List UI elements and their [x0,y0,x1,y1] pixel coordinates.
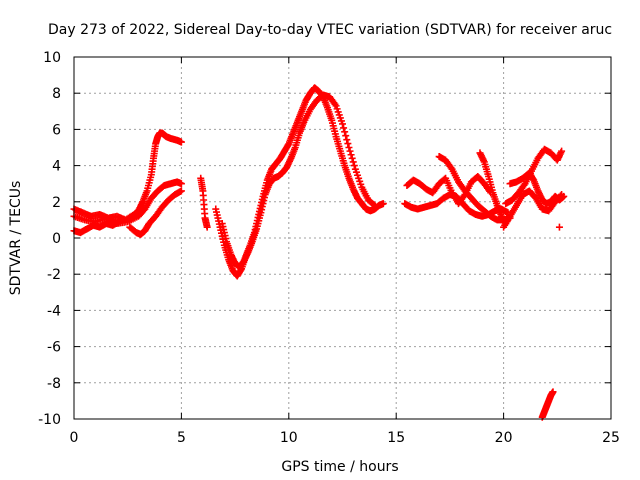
point-1-78 [177,180,185,188]
point-5-234 [379,200,387,208]
point-6-143 [331,100,339,108]
y-tick-label-10: 10 [43,50,61,66]
point-6-156 [345,144,353,151]
series-arc-D [70,218,123,237]
series-arc-F [212,84,387,280]
point-14-30 [549,388,557,396]
series-arc-N [506,169,568,208]
point-6-152 [341,128,349,136]
y-axis-label: SDTVAR / TECUs [8,181,24,296]
series-arc-E [197,174,211,231]
x-tick-label-4: 20 [495,430,513,446]
point-6-180 [371,201,379,209]
point-6-158 [347,151,355,159]
x-tick-label-2: 10 [280,430,298,446]
y-tick-label-9: 8 [52,86,61,102]
x-tick-label-0: 0 [70,430,79,446]
series-arc-P [555,223,563,231]
plot-frame [73,56,612,420]
series-arc-O [538,388,557,421]
point-3-42 [115,218,123,226]
point-0-126 [177,138,185,146]
series-arc-A [70,129,185,224]
point-11-17 [520,181,528,189]
point-6-153 [342,132,350,140]
series-arc-G [218,91,379,271]
series-arc-J [401,191,512,220]
x-axis-label: GPS time / hours [281,459,398,475]
grid-lines [74,57,611,419]
y-tick-label-3: -4 [47,303,61,319]
y-tick-label-4: -2 [47,267,61,283]
chart-title: Day 273 of 2022, Sidereal Day-to-day VTE… [48,22,612,38]
x-tick-label-1: 5 [177,430,186,446]
y-tick-label-6: 2 [52,195,61,211]
y-tick-label-1: -8 [47,376,61,392]
y-tick-label-2: -6 [47,340,61,356]
point-6-154 [343,136,351,144]
series-arc-L [502,145,566,208]
point-6-151 [340,124,348,132]
axis-ticks: 0 5 10 15 20 25 -10 -8 -6 -4 -2 0 2 4 6 8 10 [38,50,620,446]
point-6-179 [370,201,378,209]
series-arc-C [126,187,185,238]
point-6-157 [346,147,354,155]
point-13-66 [560,192,568,200]
y-tick-label-8: 6 [52,122,61,138]
y-tick-label-7: 4 [52,159,61,175]
y-tick-label-5: 0 [52,231,61,247]
point-6-159 [348,154,356,162]
point-4-18 [203,223,211,231]
point-2-54 [177,187,185,195]
point-15-0 [555,223,563,231]
y-tick-label-0: -10 [38,412,61,428]
point-6-161 [350,162,358,170]
point-6-155 [344,140,352,148]
point-11-54 [558,147,566,155]
data-points [70,84,568,421]
x-tick-label-5: 25 [602,430,620,446]
x-tick-label-3: 15 [387,430,405,446]
series-arc-B [70,178,185,228]
point-6-160 [349,158,357,166]
point-8-11 [447,164,455,172]
point-6-150 [339,120,346,128]
